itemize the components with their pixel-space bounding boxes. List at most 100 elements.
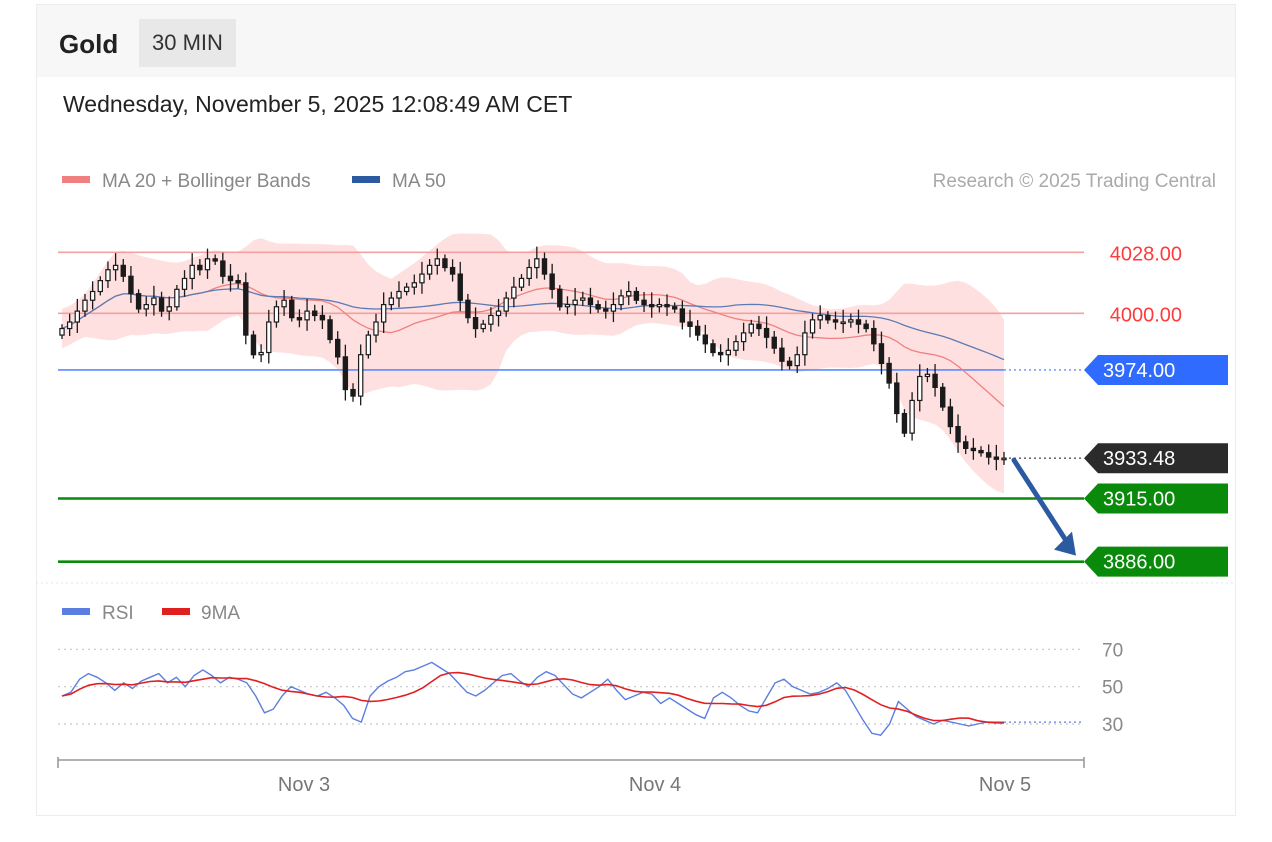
candle	[832, 311, 839, 330]
candle-body	[763, 327, 770, 338]
candle	[388, 291, 395, 311]
candle	[128, 266, 134, 303]
candle-body	[128, 275, 134, 295]
candle	[120, 259, 126, 282]
candle-body	[105, 269, 111, 282]
candle-body	[978, 449, 984, 454]
candle	[296, 309, 303, 328]
candle	[587, 287, 594, 314]
candle-body	[610, 303, 617, 312]
candle	[970, 438, 977, 460]
candle-body	[197, 264, 203, 271]
legend-swatch-ma20	[62, 176, 90, 183]
candle	[526, 259, 532, 286]
candle	[924, 367, 931, 383]
candle-body	[756, 323, 762, 330]
candle	[603, 300, 609, 319]
legend-swatch-rsi	[62, 608, 90, 615]
candle-body	[1001, 457, 1007, 461]
level-3933-48-label: 3933.48	[1103, 448, 1175, 470]
x-tick-label: Nov 3	[278, 774, 330, 796]
candle	[380, 292, 387, 333]
candle	[312, 304, 318, 322]
candle	[250, 330, 257, 359]
candle-body	[557, 288, 563, 308]
candle	[1001, 451, 1007, 465]
candle	[802, 320, 808, 366]
candle	[641, 291, 647, 313]
candle	[871, 320, 877, 352]
candle	[327, 315, 333, 344]
candle-body	[426, 264, 433, 275]
candle	[158, 291, 165, 317]
candle	[281, 289, 287, 316]
candle	[993, 444, 1000, 471]
candle	[151, 285, 157, 316]
candle-body	[472, 317, 479, 330]
candle-body	[89, 290, 96, 301]
candle	[220, 252, 226, 284]
candle-body	[817, 314, 823, 321]
candle	[434, 248, 440, 275]
x-tick-label: Nov 4	[629, 774, 681, 796]
candle-body	[357, 354, 364, 397]
rsi-tick-30: 30	[1102, 715, 1123, 736]
candle-body	[894, 382, 900, 415]
candle	[365, 330, 372, 359]
candle	[848, 313, 854, 328]
level-3933-48-badge	[1084, 443, 1228, 474]
candle-body	[909, 399, 915, 434]
candle	[511, 276, 517, 308]
candle-body	[580, 297, 586, 301]
legend-swatch-ma50	[352, 176, 380, 183]
candle	[717, 344, 724, 363]
rsi-ma-line	[61, 671, 1005, 724]
candle	[572, 288, 578, 316]
candle	[350, 383, 356, 402]
candle	[143, 296, 149, 317]
candle-body	[181, 277, 188, 290]
candle	[289, 295, 295, 322]
candle-body	[419, 273, 425, 284]
candle	[557, 284, 563, 311]
candle-body	[411, 282, 417, 288]
candle	[212, 254, 218, 265]
candle	[740, 322, 747, 351]
candle-body	[250, 334, 257, 356]
candle-body	[878, 343, 885, 365]
candle	[909, 392, 915, 441]
candle-body	[901, 412, 908, 434]
level-3915-00-label: 3915.00	[1103, 488, 1175, 510]
candle-body	[442, 258, 448, 269]
candle-body	[304, 310, 310, 321]
candle	[580, 291, 586, 306]
candle-body	[495, 310, 502, 317]
candle-body	[388, 297, 395, 306]
candle	[978, 446, 984, 457]
candle-body	[603, 308, 609, 312]
candle-body	[319, 314, 326, 321]
candle	[763, 316, 770, 349]
candle	[940, 383, 946, 411]
timeframe-badge[interactable]: 30 MIN	[139, 19, 236, 67]
level-3915-00-badge	[1084, 483, 1228, 514]
candle	[495, 298, 502, 327]
level-3886-00-badge	[1084, 546, 1228, 577]
legend-swatch-9ma	[162, 608, 190, 615]
level-4000-00-label: 4000.00	[1110, 304, 1182, 326]
rsi-tick-70: 70	[1102, 640, 1123, 661]
rsi-line	[61, 661, 1004, 736]
candle	[373, 313, 379, 343]
candle	[664, 294, 670, 316]
candle	[273, 300, 280, 328]
candle-body	[694, 325, 701, 336]
candle	[204, 248, 211, 279]
candle-body	[985, 452, 992, 458]
candle-body	[725, 349, 731, 356]
candle	[488, 307, 494, 332]
candle	[917, 364, 923, 412]
candle-body	[970, 447, 977, 452]
candle-body	[863, 323, 869, 330]
candle-body	[204, 258, 211, 271]
